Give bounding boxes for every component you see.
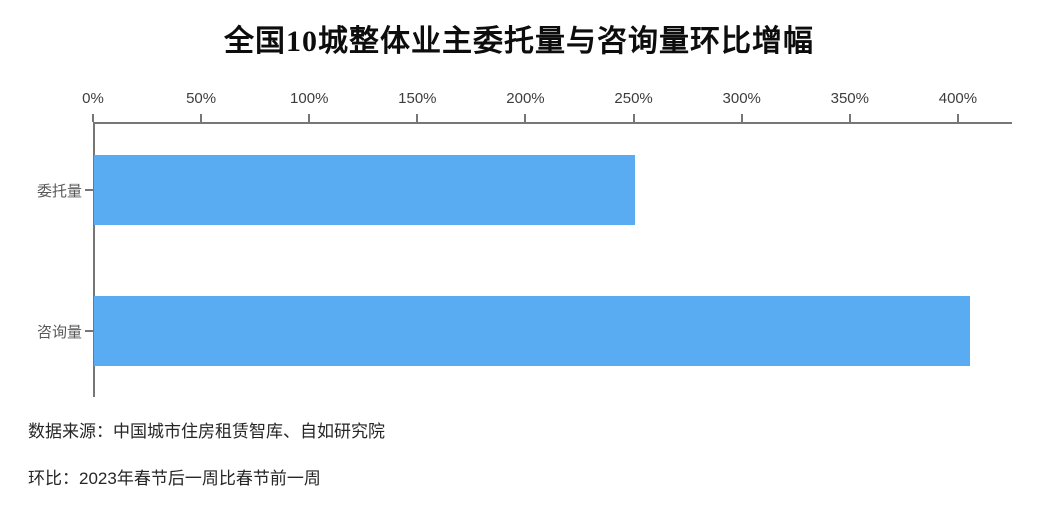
- x-tick-label: 300%: [722, 90, 761, 107]
- y-axis-tick: [85, 189, 93, 191]
- x-tick-label: 200%: [506, 90, 545, 107]
- x-axis-line: [93, 122, 1012, 124]
- bar-2: [94, 296, 970, 366]
- y-axis-tick: [85, 330, 93, 332]
- chart-title: 全国10城整体业主委托量与咨询量环比增幅: [224, 25, 814, 58]
- x-axis-tick: [740, 114, 743, 122]
- x-tick-label: 400%: [938, 90, 978, 107]
- x-tick-label: 50%: [186, 90, 217, 107]
- x-axis-tick: [848, 114, 851, 122]
- x-axis-tick: [416, 114, 419, 122]
- x-axis-tick: [632, 114, 635, 122]
- data-source-note: 数据来源：中国城市住房租赁智库、自如研究院: [28, 422, 385, 441]
- x-tick-label: 150%: [398, 90, 437, 107]
- x-tick-label: 0%: [82, 90, 104, 107]
- bar-1: [94, 155, 635, 225]
- x-tick-label: 350%: [830, 90, 869, 107]
- category-label: 咨询量: [36, 324, 82, 341]
- x-axis-tick: [200, 114, 203, 122]
- comparison-note: 环比：2023年春节后一周比春节前一周: [28, 469, 321, 488]
- x-tick-label: 250%: [614, 90, 653, 107]
- x-axis-tick: [308, 114, 311, 122]
- y-axis-line: [93, 122, 95, 397]
- x-tick-label: 100%: [290, 90, 329, 107]
- category-label: 委托量: [36, 183, 82, 200]
- x-axis-tick: [92, 114, 94, 122]
- x-axis-tick: [956, 114, 959, 122]
- x-axis-tick: [524, 114, 527, 122]
